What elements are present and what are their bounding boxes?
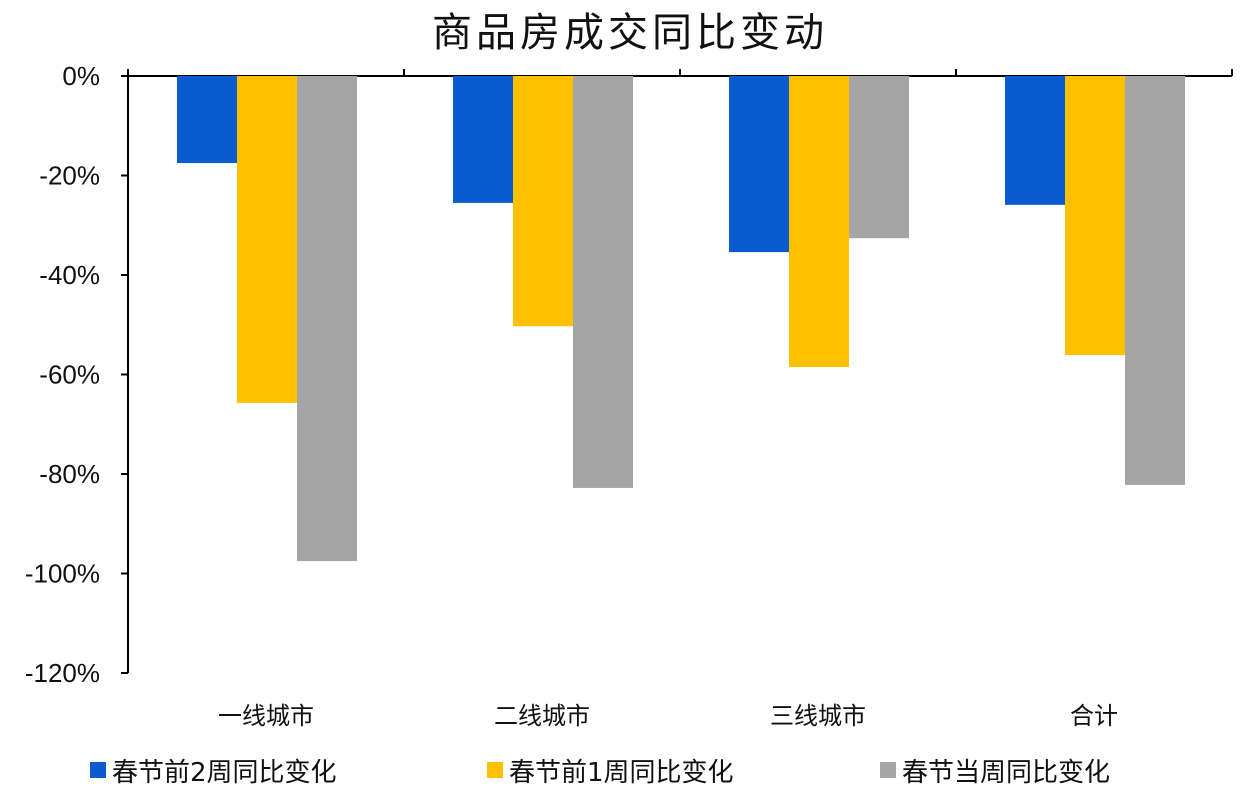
bar-2 [789,76,849,368]
legend-swatch [90,762,106,778]
x-category-label: 二线城市 [494,702,590,730]
y-tick-label: -20% [39,161,100,191]
y-tick-label: -80% [39,459,100,489]
y-tick-label: 0% [62,61,100,91]
y-tick-label: -120% [25,658,100,688]
bar-3 [1125,76,1185,485]
bar-2 [1065,76,1125,356]
legend-swatch [487,762,503,778]
bar-3 [297,76,357,562]
legend-label: 春节前1周同比变化 [509,758,734,788]
y-tick-label: -100% [25,559,100,589]
bar-3 [849,76,909,239]
bar-1 [1005,76,1065,205]
chart-title: 商品房成交同比变动 [432,10,828,56]
bar-1 [453,76,513,203]
y-tick-label: -40% [39,260,100,290]
bar-2 [513,76,573,327]
legend-swatch [880,762,896,778]
x-category-label: 三线城市 [770,702,866,730]
x-category-label: 一线城市 [218,702,314,730]
bar-1 [729,76,789,253]
bar-3 [573,76,633,488]
legend-label: 春节前2周同比变化 [112,758,337,788]
bar-2 [237,76,297,403]
y-tick-label: -60% [39,360,100,390]
legend-label: 春节当周同比变化 [902,758,1110,788]
x-category-label: 合计 [1070,702,1118,730]
bar-1 [177,76,237,164]
